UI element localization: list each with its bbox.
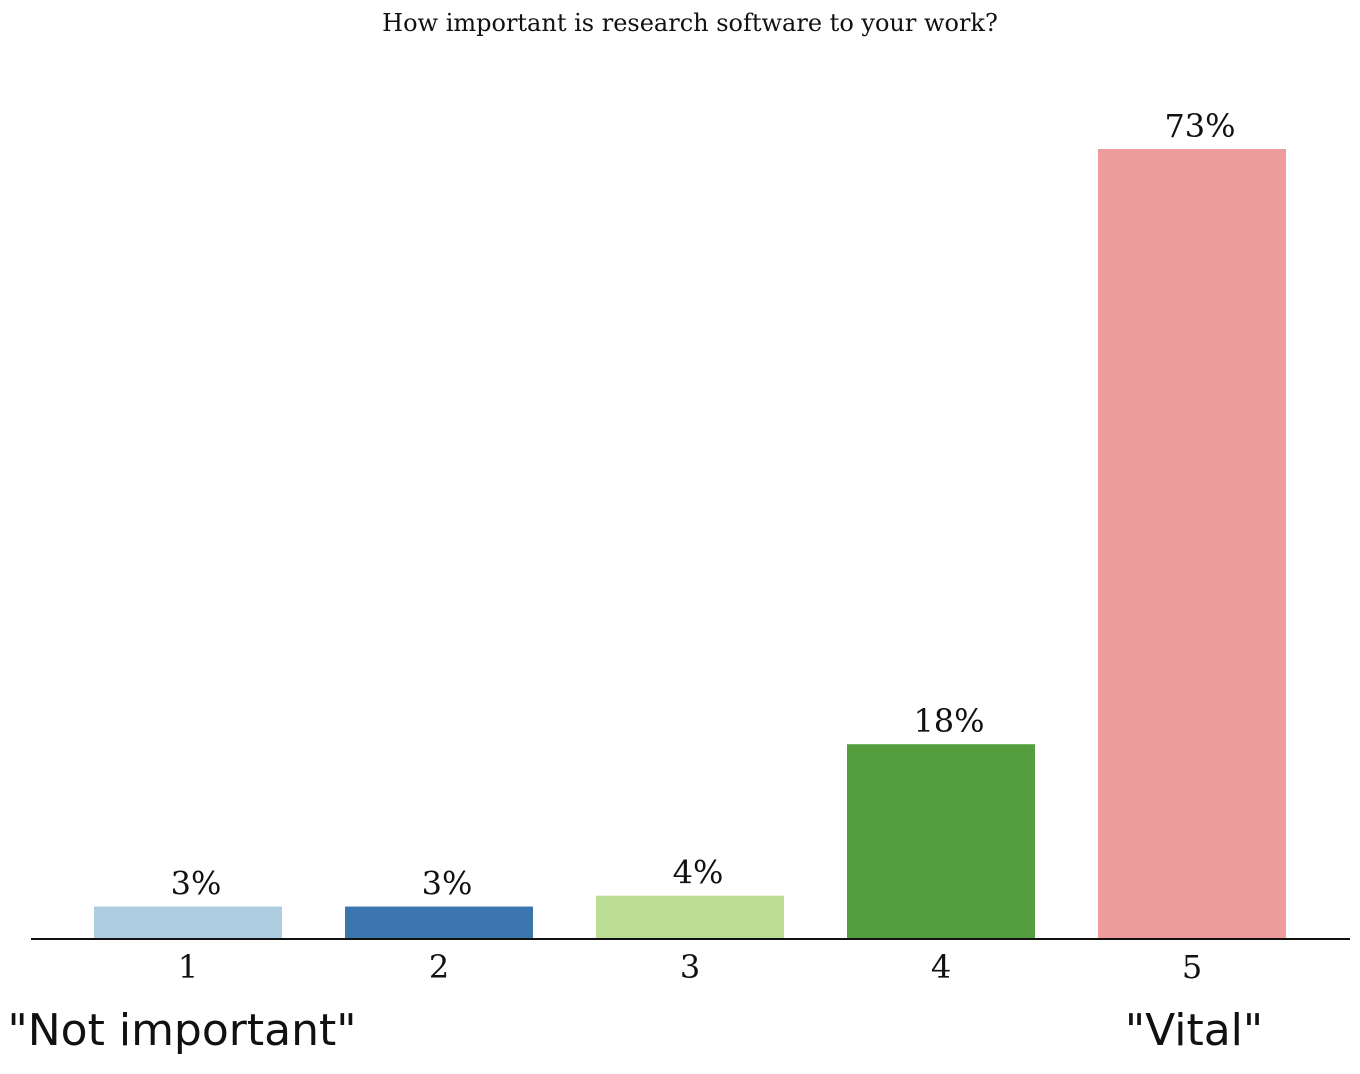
- bar-5: [1098, 149, 1286, 939]
- bar-value-label-3: 4%: [673, 854, 724, 892]
- bar-1: [94, 906, 282, 939]
- x-axis-ticks-group: 1 2 3 4 5: [178, 948, 1202, 986]
- bar-4: [847, 744, 1035, 939]
- chart-title: How important is research software to yo…: [382, 9, 998, 37]
- bars-group: [94, 149, 1286, 939]
- scale-high-label: "Vital": [1125, 1005, 1263, 1056]
- bar-value-label-2: 3%: [422, 865, 473, 903]
- bar-3: [596, 895, 784, 939]
- x-tick-label-2: 2: [429, 948, 449, 986]
- bar-value-label-4: 18%: [913, 702, 984, 740]
- x-tick-label-3: 3: [680, 948, 700, 986]
- bar-value-label-5: 73%: [1164, 107, 1235, 145]
- x-tick-label-1: 1: [178, 948, 198, 986]
- bar-labels-group: 3% 3% 4% 18% 73%: [171, 107, 1236, 903]
- bar-2: [345, 906, 533, 939]
- bar-value-label-1: 3%: [171, 865, 222, 903]
- scale-low-label: "Not important": [8, 1005, 357, 1056]
- x-tick-label-4: 4: [931, 948, 951, 986]
- x-tick-label-5: 5: [1182, 948, 1202, 986]
